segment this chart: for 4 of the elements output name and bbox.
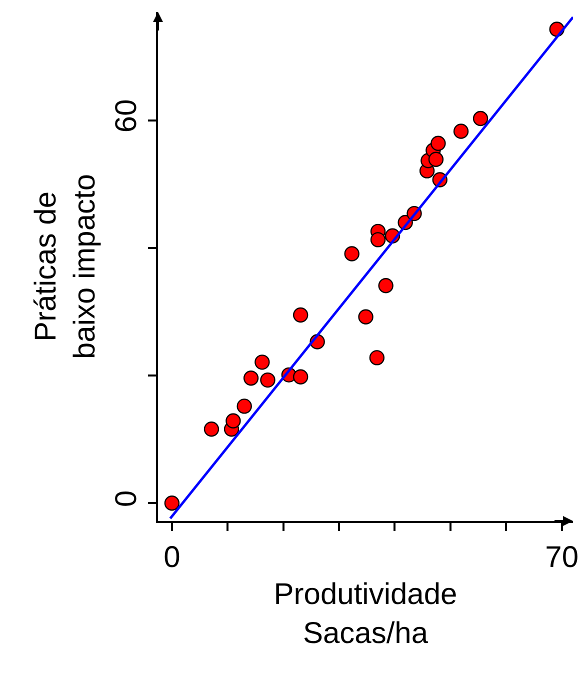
y-axis-title: Práticas de baixo impacto: [30, 174, 102, 360]
x-tick-label: 70: [545, 541, 579, 574]
y-tick-label: 60: [110, 99, 143, 133]
x-axis-title: Produtividade Sacas/ha: [274, 578, 458, 650]
